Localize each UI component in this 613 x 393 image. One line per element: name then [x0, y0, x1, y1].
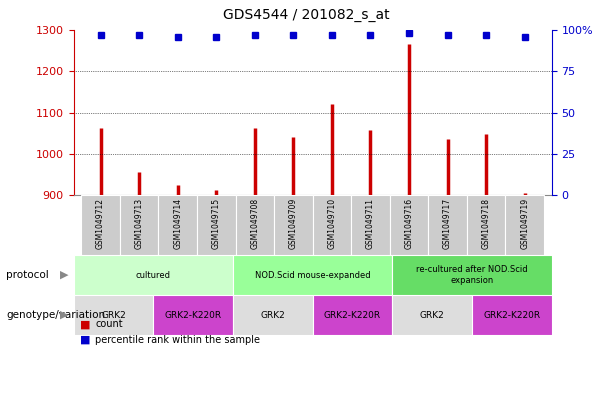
Bar [351, 195, 390, 255]
Bar [428, 195, 467, 255]
Bar [472, 295, 552, 335]
Bar [313, 195, 351, 255]
Text: GSM1049716: GSM1049716 [405, 198, 414, 249]
Bar [197, 195, 235, 255]
Bar [153, 295, 233, 335]
Bar [506, 195, 544, 255]
Bar [74, 295, 153, 335]
Text: NOD.Scid mouse-expanded: NOD.Scid mouse-expanded [255, 270, 370, 279]
Text: GSM1049714: GSM1049714 [173, 198, 182, 249]
Text: GRK2-K220R: GRK2-K220R [324, 310, 381, 320]
Bar [120, 195, 158, 255]
Text: GRK2-K220R: GRK2-K220R [483, 310, 541, 320]
Bar [274, 195, 313, 255]
Bar [392, 295, 472, 335]
Text: count: count [95, 319, 123, 329]
Text: GSM1049712: GSM1049712 [96, 198, 105, 249]
Text: GSM1049718: GSM1049718 [482, 198, 490, 249]
Text: GSM1049710: GSM1049710 [327, 198, 337, 249]
Bar [313, 295, 392, 335]
Text: re-cultured after NOD.Scid
expansion: re-cultured after NOD.Scid expansion [416, 265, 528, 285]
Bar [74, 255, 233, 295]
Text: percentile rank within the sample: percentile rank within the sample [95, 335, 260, 345]
Text: ▶: ▶ [60, 310, 69, 320]
Text: GSM1049715: GSM1049715 [211, 198, 221, 249]
Text: GRK2-K220R: GRK2-K220R [164, 310, 222, 320]
Text: GSM1049708: GSM1049708 [250, 198, 259, 249]
Bar [82, 195, 120, 255]
Text: GRK2: GRK2 [420, 310, 444, 320]
Text: ■: ■ [80, 335, 90, 345]
Text: GSM1049709: GSM1049709 [289, 198, 298, 249]
Text: ■: ■ [80, 319, 90, 329]
Text: GRK2: GRK2 [101, 310, 126, 320]
Bar [235, 195, 274, 255]
Text: GSM1049711: GSM1049711 [366, 198, 375, 249]
Text: genotype/variation: genotype/variation [6, 310, 105, 320]
Bar [467, 195, 506, 255]
Bar [233, 255, 392, 295]
Text: GSM1049717: GSM1049717 [443, 198, 452, 249]
Bar [158, 195, 197, 255]
Text: GSM1049719: GSM1049719 [520, 198, 529, 249]
Text: GDS4544 / 201082_s_at: GDS4544 / 201082_s_at [223, 8, 390, 22]
Text: protocol: protocol [6, 270, 49, 280]
Text: GRK2: GRK2 [261, 310, 285, 320]
Bar [390, 195, 428, 255]
Text: cultured: cultured [135, 270, 171, 279]
Text: ▶: ▶ [60, 270, 69, 280]
Text: GSM1049713: GSM1049713 [135, 198, 143, 249]
Bar [392, 255, 552, 295]
Bar [233, 295, 313, 335]
